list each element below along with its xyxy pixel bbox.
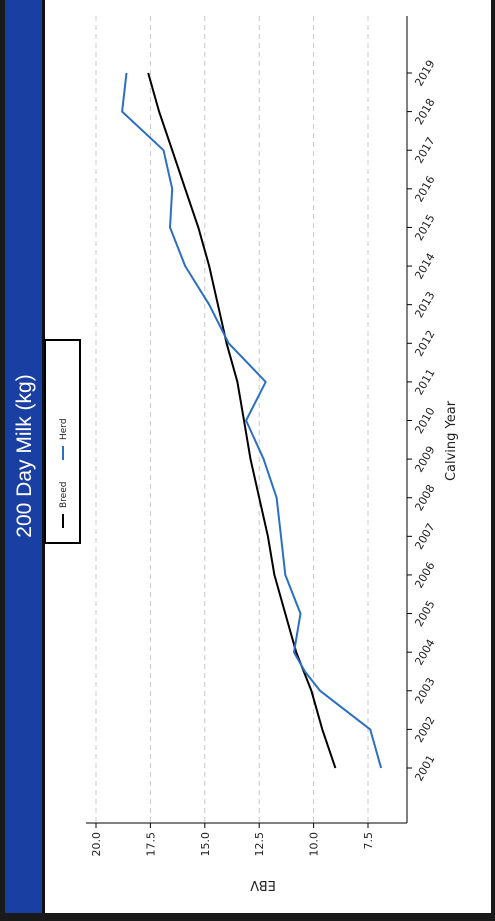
ebv-axis-title: EBV <box>250 877 276 892</box>
year-axis-title: Calving Year <box>444 400 459 481</box>
year-tick-label: 2002 <box>412 714 437 745</box>
chart-title: 200 Day Milk (kg) <box>13 374 36 537</box>
frame-border-bottom <box>0 913 495 921</box>
grid-layer <box>95 16 369 823</box>
year-tick-label: 2018 <box>412 96 437 127</box>
ebv-tick-label: 20.0 <box>90 832 103 857</box>
year-tick-label: 2014 <box>412 251 437 282</box>
legend-label-breed: Breed <box>59 482 69 508</box>
series-line-herd <box>121 72 383 769</box>
series-layer <box>121 72 383 769</box>
year-tick-label: 2015 <box>412 212 437 243</box>
frame-border-left <box>0 0 5 921</box>
ebv-tick-label: 10.0 <box>308 832 321 857</box>
year-tick-label: 2008 <box>412 482 437 513</box>
year-tick-label: 2004 <box>412 637 437 668</box>
title-band-border <box>42 0 45 913</box>
year-tick-label: 2001 <box>412 753 437 784</box>
frame-border-right <box>491 0 495 921</box>
series-line-breed <box>147 72 337 769</box>
ebv-tick-label: 12.5 <box>253 832 266 857</box>
year-tick-label: 2006 <box>412 560 437 591</box>
year-tick-label: 2009 <box>412 444 437 475</box>
year-tick-label: 2007 <box>412 521 437 552</box>
year-tick-label: 2005 <box>412 598 437 629</box>
year-tick-label: 2016 <box>412 174 437 205</box>
ebv-tick-label: 15.0 <box>199 832 212 857</box>
ebv-tick-label: 7.5 <box>362 832 375 850</box>
year-tick-label: 2011 <box>412 367 437 398</box>
year-tick-label: 2012 <box>412 328 437 359</box>
axis-layer: 20.0 17.5 15.0 12.5 10.0 7.5 2001 2002 2003 2004 2… <box>86 16 459 892</box>
year-tick-label: 2013 <box>412 289 437 320</box>
year-tick-label: 2003 <box>412 676 437 707</box>
title-layer: 200 Day Milk (kg) <box>13 374 36 537</box>
year-tick-label: 2010 <box>412 405 437 436</box>
ebv-tick-label: 17.5 <box>144 832 157 857</box>
legend-box <box>44 339 81 544</box>
legend-label-herd: Herd <box>59 418 69 440</box>
year-tick-label: 2019 <box>412 58 437 89</box>
legend-layer: Breed Herd <box>44 339 81 544</box>
year-tick-label: 2017 <box>412 135 437 166</box>
title-band <box>5 0 42 913</box>
